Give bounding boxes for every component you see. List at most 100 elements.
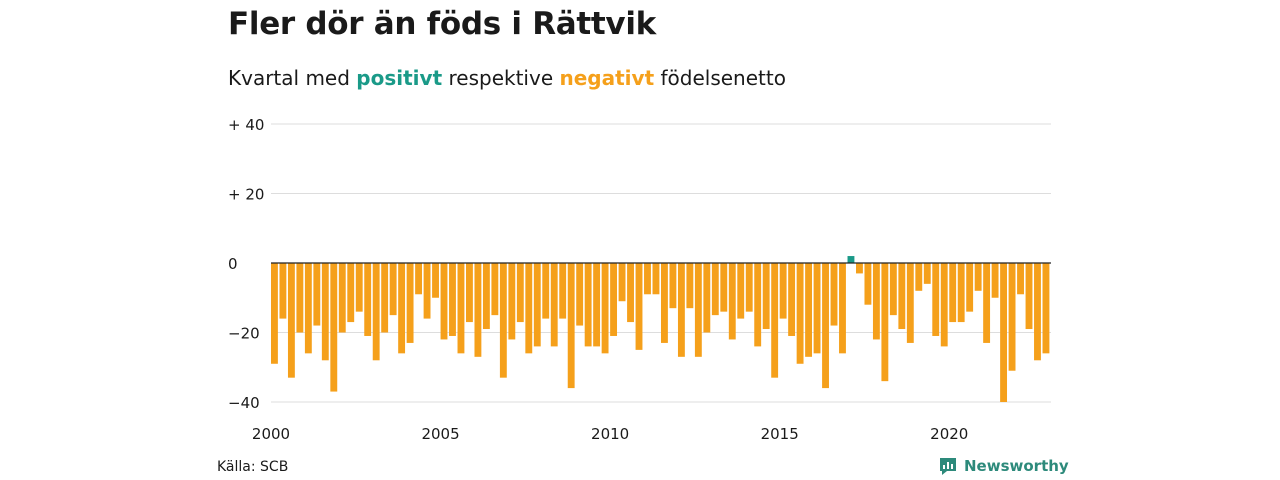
chart-subtitle: Kvartal med positivt respektive negativt…: [228, 66, 786, 90]
bar: [398, 263, 406, 354]
bar: [889, 263, 897, 316]
bar: [830, 263, 838, 326]
bar: [779, 263, 787, 319]
bar: [466, 263, 473, 323]
bar: [822, 263, 829, 389]
bar: [576, 263, 584, 326]
bar: [635, 263, 643, 350]
bar: [813, 263, 821, 354]
bar: [449, 263, 456, 336]
bar: [381, 263, 389, 333]
bar: [423, 263, 431, 319]
bar: [872, 263, 880, 340]
bar: [754, 263, 762, 347]
subtitle-suffix: födelsenetto: [660, 66, 786, 90]
bar: [440, 263, 448, 340]
bar: [788, 263, 796, 336]
bar: [1034, 263, 1041, 361]
x-tick-label: 2015: [761, 425, 799, 443]
bar: [1025, 263, 1033, 330]
bar: [983, 263, 991, 343]
bar: [991, 263, 999, 298]
subtitle-positive-word: positivt: [356, 66, 443, 90]
bar: [516, 263, 524, 323]
bars: [271, 256, 1050, 402]
bar: [957, 263, 965, 323]
bar: [720, 263, 728, 312]
bar: [355, 263, 363, 312]
bar: [330, 263, 338, 392]
bar: [1008, 263, 1016, 371]
x-tick-label: 2005: [421, 425, 459, 443]
bar: [338, 263, 346, 333]
brand-name: Newsworthy: [964, 457, 1069, 475]
bar: [686, 263, 694, 309]
bar: [627, 263, 634, 323]
bar: [271, 263, 278, 364]
bar: [321, 263, 329, 361]
bar: [508, 263, 516, 340]
y-axis-ticks: + 40 + 20 0 −20 −40: [228, 116, 264, 412]
bar: [745, 263, 753, 312]
bar: [932, 263, 940, 336]
bar: [618, 263, 626, 302]
bar: [584, 263, 592, 347]
bar: [966, 263, 974, 312]
bar: [728, 263, 736, 340]
bar-chart-icon: [940, 458, 956, 475]
x-tick-label: 2010: [591, 425, 629, 443]
bar: [1017, 263, 1024, 295]
bar: [601, 263, 609, 354]
bar: [287, 263, 295, 378]
bar: [296, 263, 304, 333]
bar: [610, 263, 618, 336]
bar-chart: + 40 + 20 0 −20 −40 2000 2005 2010 2015 2020: [228, 116, 1051, 443]
bar: [1042, 263, 1050, 354]
bar: [559, 263, 567, 319]
y-tick-label: + 20: [228, 186, 264, 204]
subtitle-prefix: Kvartal med: [228, 66, 350, 90]
chart-title: Fler dör än föds i Rättvik: [228, 6, 656, 42]
bar: [415, 263, 423, 295]
bar: [347, 263, 355, 323]
source-note: Källa: SCB: [217, 459, 289, 475]
bar: [491, 263, 499, 316]
bar: [881, 263, 889, 382]
y-tick-label: 0: [228, 255, 238, 273]
bar: [550, 263, 558, 347]
bar: [906, 263, 914, 343]
bar: [974, 263, 982, 291]
bar: [389, 263, 397, 316]
x-axis-ticks: 2000 2005 2010 2015 2020: [252, 425, 968, 443]
bar: [677, 263, 685, 357]
x-tick-label: 2000: [252, 425, 290, 443]
bar: [644, 263, 651, 295]
bar: [525, 263, 533, 354]
bar: [1000, 263, 1008, 402]
bar: [499, 263, 507, 378]
bar: [898, 263, 906, 330]
x-tick-label: 2020: [930, 425, 968, 443]
bar: [839, 263, 846, 354]
bar: [923, 263, 931, 284]
bar: [304, 263, 312, 354]
bar: [432, 263, 439, 298]
y-tick-label: −40: [228, 394, 260, 412]
bar: [542, 263, 550, 319]
bar: [313, 263, 321, 326]
bar: [533, 263, 541, 347]
y-tick-label: −20: [228, 325, 260, 343]
bar: [856, 263, 863, 274]
bar: [372, 263, 380, 361]
bar: [567, 263, 575, 389]
bar: [847, 256, 855, 263]
bar: [482, 263, 490, 330]
bar: [474, 263, 482, 357]
bar: [364, 263, 372, 336]
y-tick-label: + 40: [228, 116, 264, 134]
bar: [669, 263, 677, 309]
bar: [279, 263, 287, 319]
bar: [762, 263, 770, 330]
bar: [796, 263, 804, 364]
bar: [661, 263, 668, 343]
